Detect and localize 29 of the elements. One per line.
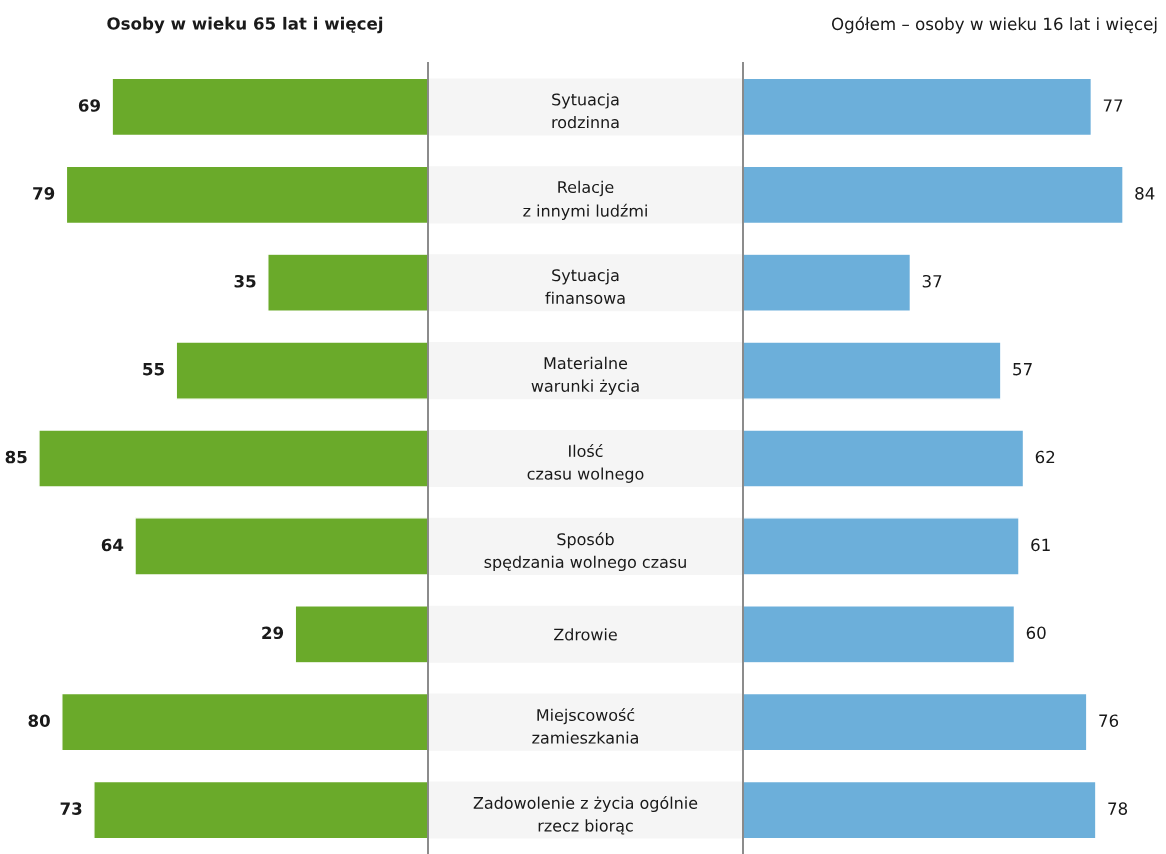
data-label: 79 — [33, 187, 55, 200]
y-tick-label: Sytuacja rodzinna — [552, 93, 619, 129]
data-label: 73 — [60, 802, 82, 815]
y-tick-label: Miejscowość zamieszkania — [532, 708, 638, 744]
data-label: 29 — [262, 626, 284, 640]
data-label: 60 — [1026, 626, 1046, 640]
y-tick-label: Zadowolenie z życia ogólnie rzecz biorąc — [473, 795, 698, 835]
data-label: 85 — [5, 450, 27, 464]
data-label: 64 — [101, 538, 124, 552]
chart-title: Ogółem – osoby w wieku 16 lat i więcej — [831, 16, 1157, 34]
y-tick-label: Materialne warunki życia — [531, 356, 639, 396]
y-tick-label: Zdrowie — [554, 628, 617, 641]
data-label: 37 — [922, 274, 942, 288]
y-tick-label: Ilość czasu wolnego — [527, 444, 644, 483]
y-tick-label: Sposób spędzania wolnego czasu — [484, 532, 686, 572]
data-label: 78 — [1108, 802, 1128, 815]
data-label: 61 — [1031, 538, 1050, 552]
data-label: 55 — [143, 363, 164, 376]
data-label: 76 — [1099, 714, 1119, 727]
data-label: 35 — [234, 274, 256, 288]
data-label: 77 — [1103, 99, 1123, 112]
data-label: 57 — [1013, 363, 1032, 376]
data-label: 69 — [78, 99, 100, 112]
y-tick-label: Relacje z innymi ludźmi — [523, 180, 647, 220]
data-label: 80 — [28, 714, 50, 727]
chart-title: Osoby w wieku 65 lat i więcej — [107, 16, 383, 34]
data-label: 62 — [1035, 450, 1055, 464]
data-label: 84 — [1135, 187, 1155, 200]
y-tick-label: Sytuacja finansowa — [545, 268, 625, 305]
